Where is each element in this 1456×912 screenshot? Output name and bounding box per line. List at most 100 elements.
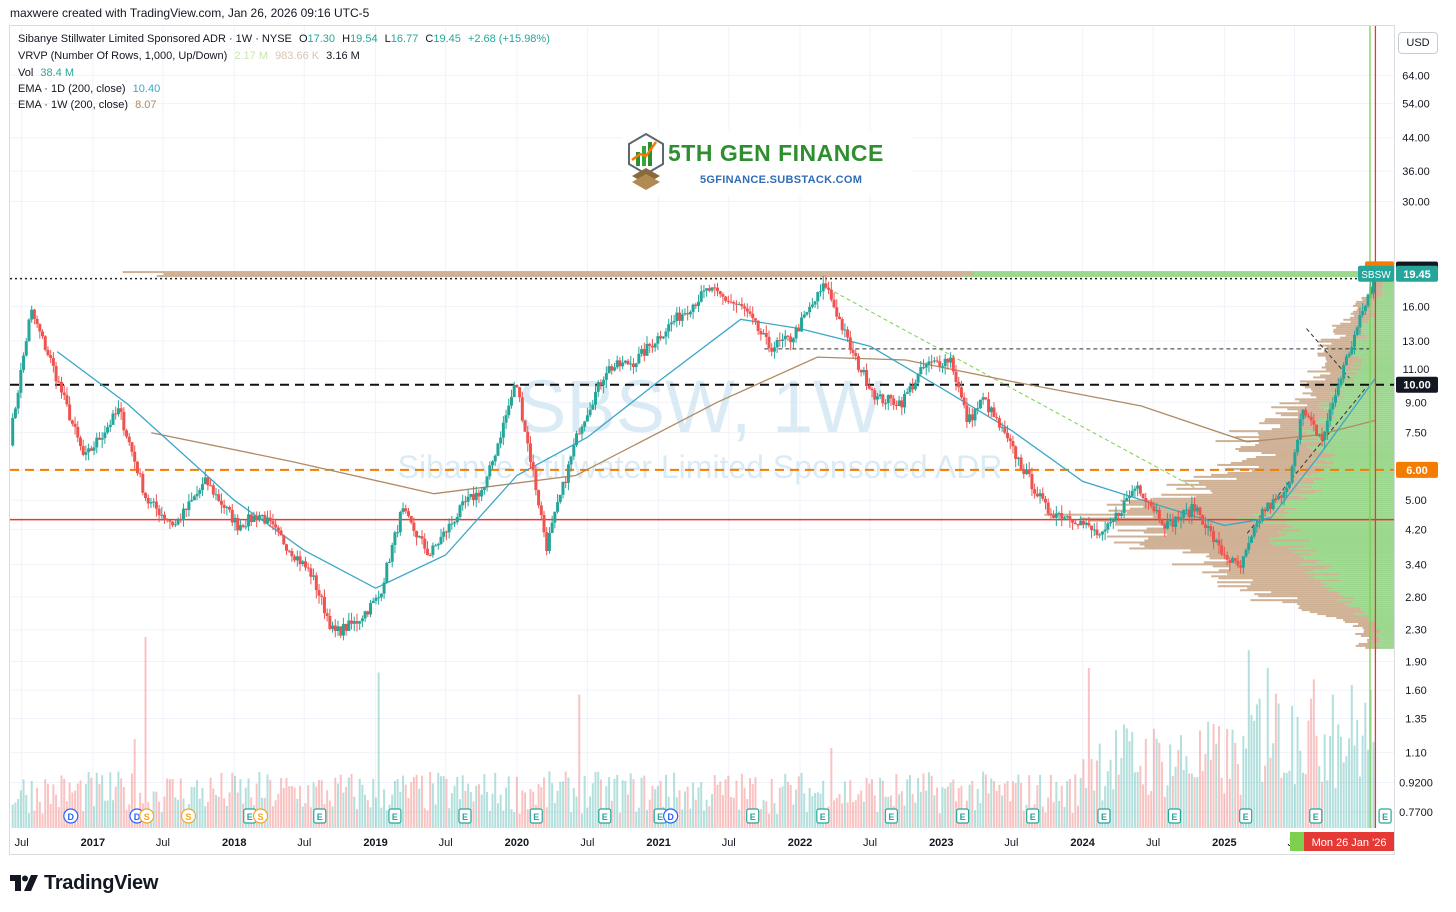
candle-body[interactable]: [1008, 438, 1012, 442]
candle-body[interactable]: [192, 496, 196, 501]
candle-body[interactable]: [1366, 294, 1370, 306]
event-marker-e[interactable]: E: [1309, 808, 1323, 824]
candle-body[interactable]: [992, 407, 996, 418]
candle-body[interactable]: [547, 533, 551, 552]
candle-body[interactable]: [1222, 554, 1226, 556]
candle-body[interactable]: [824, 283, 828, 288]
candle-body[interactable]: [789, 336, 793, 343]
candle-body[interactable]: [691, 304, 695, 312]
candle-body[interactable]: [737, 304, 741, 306]
candle-body[interactable]: [1206, 526, 1210, 528]
candle-body[interactable]: [472, 494, 476, 501]
candle-body[interactable]: [962, 397, 966, 406]
candle-body[interactable]: [1111, 519, 1115, 523]
candle-body[interactable]: [317, 590, 321, 596]
candle-body[interactable]: [1176, 516, 1180, 521]
candle-body[interactable]: [157, 508, 161, 516]
candle-body[interactable]: [27, 319, 31, 342]
candle-body[interactable]: [398, 512, 402, 533]
candle-body[interactable]: [664, 331, 668, 337]
candle-body[interactable]: [699, 291, 703, 302]
candle-body[interactable]: [1212, 531, 1216, 543]
candle-body[interactable]: [1165, 521, 1169, 529]
candle-body[interactable]: [1011, 441, 1015, 447]
candle-body[interactable]: [406, 511, 410, 516]
candle-body[interactable]: [1171, 518, 1175, 527]
candle-body[interactable]: [707, 288, 711, 291]
candle-body[interactable]: [1355, 327, 1359, 335]
candle-body[interactable]: [542, 514, 546, 533]
candle-body[interactable]: [889, 395, 893, 399]
candle-body[interactable]: [1041, 493, 1045, 499]
candle-body[interactable]: [1179, 517, 1183, 521]
candle-body[interactable]: [1136, 485, 1140, 489]
candle-body[interactable]: [818, 291, 822, 293]
candle-body[interactable]: [339, 626, 343, 636]
candle-body[interactable]: [678, 312, 682, 321]
candle-body[interactable]: [743, 306, 747, 309]
candle-body[interactable]: [152, 501, 156, 503]
candle-body[interactable]: [409, 515, 413, 523]
candle-body[interactable]: [1114, 512, 1118, 520]
candle-body[interactable]: [846, 329, 850, 338]
candle-body[interactable]: [1268, 502, 1272, 510]
candle-body[interactable]: [54, 365, 58, 382]
candle-body[interactable]: [1025, 469, 1029, 475]
tradingview-brand[interactable]: TradingView: [10, 872, 158, 895]
candle-body[interactable]: [1027, 469, 1031, 474]
candle-body[interactable]: [453, 522, 457, 524]
candle-body[interactable]: [306, 567, 310, 569]
candle-body[interactable]: [626, 360, 630, 365]
candle-body[interactable]: [73, 423, 77, 427]
candle-body[interactable]: [1309, 416, 1313, 421]
candle-body[interactable]: [1249, 536, 1253, 543]
candle-body[interactable]: [862, 369, 866, 373]
earnings-marker-icon[interactable]: [816, 808, 830, 824]
candle-body[interactable]: [89, 448, 93, 451]
candle-body[interactable]: [653, 343, 657, 348]
candle-body[interactable]: [634, 363, 638, 368]
candle-body[interactable]: [968, 414, 972, 423]
candle-body[interactable]: [214, 494, 218, 496]
legend-vrvp[interactable]: VRVP (Number Of Rows, 1,000, Up/Down) 2.…: [18, 50, 364, 62]
candle-body[interactable]: [1298, 419, 1302, 440]
candle-body[interactable]: [951, 357, 955, 372]
candle-body[interactable]: [24, 341, 28, 356]
candle-body[interactable]: [629, 363, 633, 365]
candle-body[interactable]: [1293, 452, 1297, 467]
candle-body[interactable]: [837, 316, 841, 319]
candle-body[interactable]: [783, 335, 787, 340]
candle-body[interactable]: [1304, 409, 1308, 416]
candle-body[interactable]: [1274, 499, 1278, 501]
earnings-marker-icon[interactable]: [1239, 808, 1253, 824]
candle-body[interactable]: [209, 485, 213, 487]
candle-body[interactable]: [1225, 555, 1229, 560]
candle-body[interactable]: [425, 548, 429, 556]
candle-body[interactable]: [111, 413, 115, 425]
ema-1d-200-line[interactable]: [56, 318, 1376, 589]
candle-body[interactable]: [715, 287, 719, 292]
candle-body[interactable]: [884, 403, 888, 405]
event-marker-e[interactable]: E: [388, 808, 402, 824]
candle-body[interactable]: [274, 524, 278, 528]
candle-body[interactable]: [509, 397, 513, 406]
event-marker-s[interactable]: S: [139, 808, 155, 824]
candle-body[interactable]: [537, 490, 541, 506]
candle-body[interactable]: [141, 473, 145, 493]
candle-body[interactable]: [447, 523, 451, 533]
candle-body[interactable]: [1301, 409, 1305, 420]
candle-body[interactable]: [195, 493, 199, 497]
candle-body[interactable]: [932, 360, 936, 362]
candle-body[interactable]: [778, 340, 782, 342]
candle-body[interactable]: [501, 422, 505, 438]
event-marker-e[interactable]: E: [816, 808, 830, 824]
candle-body[interactable]: [599, 382, 603, 386]
split-marker-icon[interactable]: [139, 808, 155, 824]
candle-body[interactable]: [211, 485, 215, 495]
candle-body[interactable]: [791, 338, 795, 343]
candle-body[interactable]: [171, 521, 175, 526]
candle-body[interactable]: [767, 336, 771, 349]
candle-body[interactable]: [382, 582, 386, 594]
earnings-marker-icon[interactable]: [529, 808, 543, 824]
candle-body[interactable]: [1325, 420, 1329, 432]
